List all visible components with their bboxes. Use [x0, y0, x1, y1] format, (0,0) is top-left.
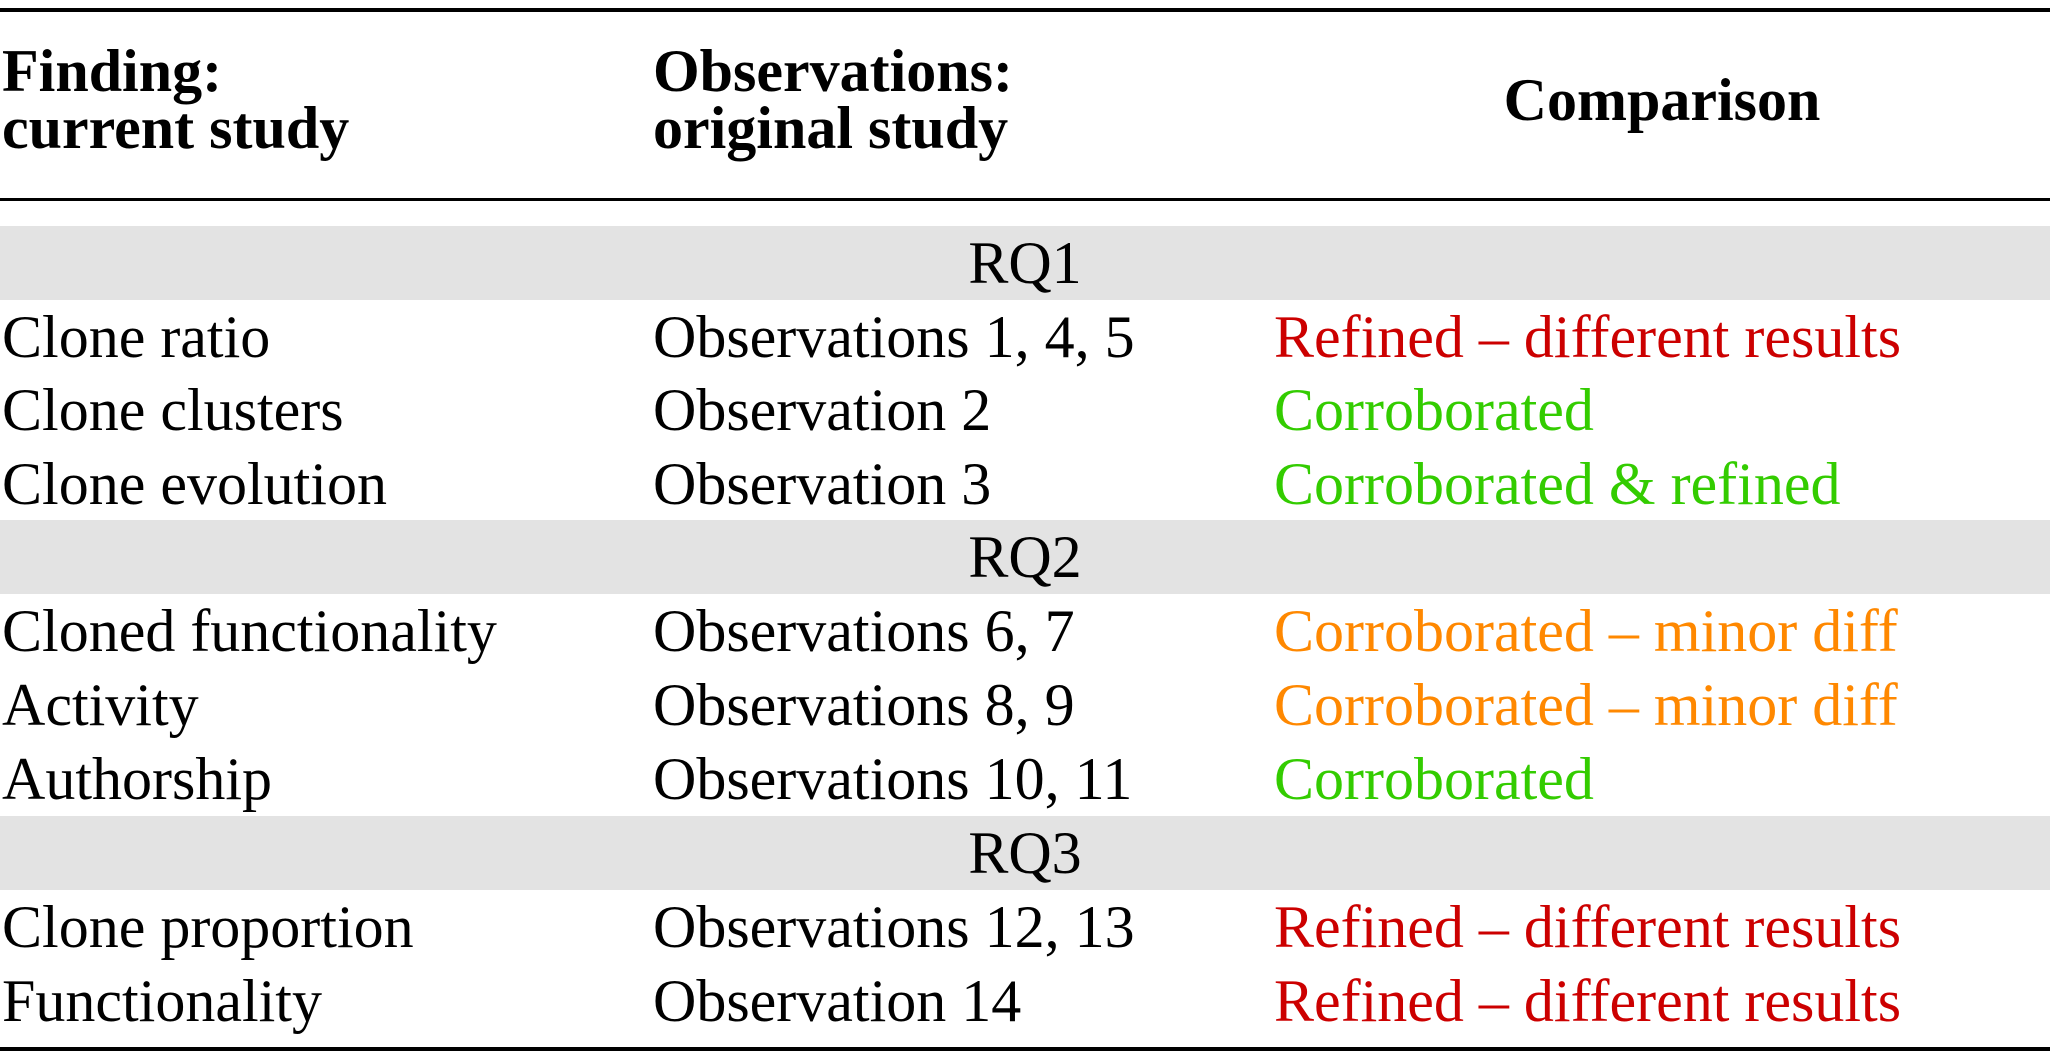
finding-cell: Clone evolution [2, 451, 387, 517]
finding-cell: Cloned functionality [2, 598, 497, 664]
observations-cell: Observations 8, 9 [653, 672, 1075, 738]
comparison-cell: Corroborated [1274, 377, 1594, 443]
comparison-cell: Refined – different results [1274, 894, 1902, 960]
finding-cell: Functionality [2, 968, 322, 1034]
observations-cell: Observations 10, 11 [653, 746, 1133, 812]
comparison-cell: Corroborated – minor diff [1274, 672, 1898, 738]
header-finding-line2: current study [2, 95, 350, 161]
header-observations: Observations: original study [653, 38, 1013, 161]
finding-cell: Clone proportion [2, 894, 414, 960]
observations-cell: Observation 3 [653, 451, 992, 517]
observations-cell: Observations 6, 7 [653, 598, 1075, 664]
group-header-rq2: RQ2 [0, 520, 2050, 594]
table-row: Clone evolution Observation 3 Corroborated… [0, 447, 2050, 521]
comparison-cell: Corroborated & refined [1274, 451, 1841, 517]
table-row: Clone ratio Observations 1, 4, 5 Refined –… [0, 300, 2050, 374]
table-row: Functionality Observation 14 Refined – dif… [0, 964, 2050, 1038]
finding-cell: Clone clusters [2, 377, 344, 443]
header-observations-line2: original study [653, 95, 1009, 161]
comparison-cell: Corroborated [1274, 746, 1594, 812]
finding-cell: Clone ratio [2, 304, 271, 370]
header-finding-line1: Finding: [2, 38, 223, 104]
table-row: Authorship Observations 10, 11 Corroborate… [0, 742, 2050, 816]
observations-cell: Observation 14 [653, 968, 1022, 1034]
table-row: Clone proportion Observations 12, 13 Refin… [0, 890, 2050, 964]
observations-cell: Observations 1, 4, 5 [653, 304, 1135, 370]
finding-cell: Authorship [2, 746, 272, 812]
table-row: Activity Observations 8, 9 Corroborated – … [0, 668, 2050, 742]
header-finding: Finding: current study [2, 38, 350, 161]
bottom-rule [0, 1047, 2050, 1051]
header-observations-line1: Observations: [653, 38, 1013, 104]
comparison-cell: Corroborated – minor diff [1274, 598, 1898, 664]
observations-cell: Observation 2 [653, 377, 992, 443]
header-rule [0, 198, 2050, 201]
top-rule [0, 8, 2050, 12]
group-header-rq1: RQ1 [0, 226, 2050, 300]
header-comparison: Comparison [1503, 67, 1821, 133]
group-header-rq3: RQ3 [0, 816, 2050, 890]
comparison-cell: Refined – different results [1274, 968, 1902, 1034]
observations-cell: Observations 12, 13 [653, 894, 1135, 960]
comparison-cell: Refined – different results [1274, 304, 1902, 370]
table-row: Cloned functionality Observations 6, 7 Cor… [0, 594, 2050, 668]
table-row: Clone clusters Observation 2 Corroborated [0, 373, 2050, 447]
finding-cell: Activity [2, 672, 199, 738]
